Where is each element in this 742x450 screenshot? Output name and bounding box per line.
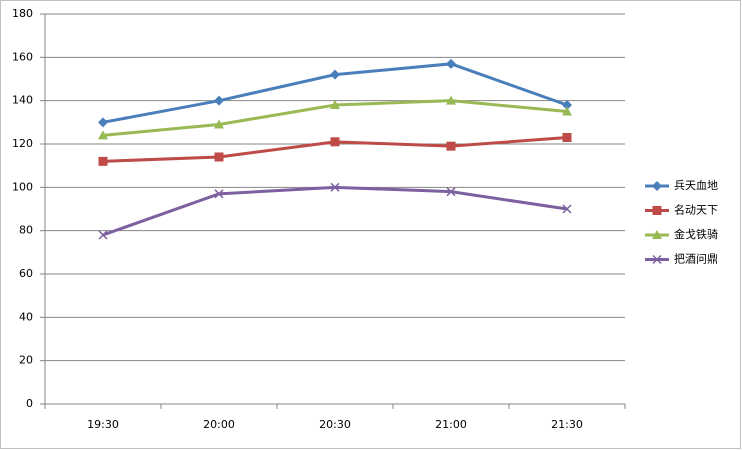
- marker: [214, 95, 224, 106]
- marker: [562, 106, 572, 116]
- marker: [562, 100, 572, 110]
- marker: [98, 130, 108, 140]
- legend-label: 把酒问鼎: [674, 252, 718, 266]
- x-tick-label: 20:00: [203, 418, 235, 431]
- y-tick-label: 0: [26, 397, 33, 410]
- marker: [652, 230, 662, 239]
- marker: [446, 58, 456, 69]
- marker: [652, 206, 662, 215]
- marker: [98, 117, 108, 128]
- marker: [446, 141, 456, 151]
- x-tick-label: 19:30: [87, 418, 119, 431]
- y-tick-label: 160: [12, 50, 33, 63]
- legend-label: 金戈铁骑: [674, 227, 718, 241]
- marker: [330, 69, 340, 80]
- y-tick-label: 100: [12, 180, 33, 193]
- y-tick-label: 180: [12, 7, 33, 20]
- y-tick-label: 140: [12, 94, 33, 107]
- y-tick-label: 120: [12, 137, 33, 150]
- y-tick-label: 60: [19, 267, 33, 280]
- marker: [214, 189, 224, 199]
- marker: [98, 156, 108, 166]
- y-tick-label: 80: [19, 224, 33, 237]
- legend-label: 兵天血地: [674, 178, 718, 192]
- marker: [652, 181, 662, 191]
- marker: [562, 204, 572, 214]
- marker: [330, 100, 340, 109]
- marker: [98, 230, 108, 240]
- marker: [652, 254, 662, 265]
- marker: [330, 182, 340, 192]
- marker: [330, 137, 340, 147]
- y-tick-label: 40: [19, 310, 33, 323]
- marker: [562, 133, 572, 142]
- x-tick-label: 21:30: [551, 418, 583, 431]
- x-tick-label: 21:00: [435, 418, 467, 431]
- marker: [446, 95, 456, 105]
- legend-label: 名动天下: [674, 203, 718, 217]
- y-tick-label: 20: [19, 354, 33, 367]
- marker: [214, 119, 224, 129]
- marker: [214, 152, 224, 162]
- marker: [446, 187, 456, 197]
- x-tick-label: 20:30: [319, 418, 351, 431]
